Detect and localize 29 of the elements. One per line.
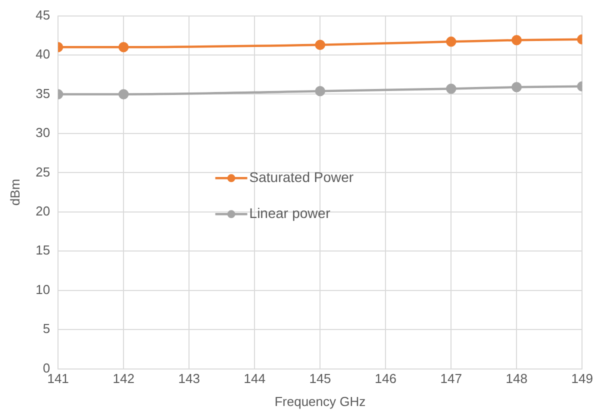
y-tick-label: 25: [36, 164, 50, 180]
point: [314, 40, 326, 50]
y-tick-label: 10: [36, 282, 50, 297]
x-tick-label: 144: [244, 371, 266, 386]
legend-label: Linear power: [249, 205, 331, 222]
y-tick-label: 45: [36, 7, 50, 22]
y-axis-title: dBm: [7, 178, 22, 206]
x-tick-label: 145: [309, 371, 331, 386]
x-tick-label: 147: [440, 371, 462, 386]
point: [512, 34, 522, 46]
y-tick-label: 30: [36, 125, 50, 140]
point: [446, 36, 456, 47]
point: [118, 89, 129, 100]
y-tick-label: 5: [42, 321, 50, 336]
x-tick-label: 143: [178, 371, 200, 386]
y-tick-label: 35: [36, 86, 50, 101]
y-tick-label: 15: [36, 242, 50, 258]
x-tick-label: 149: [571, 371, 594, 386]
x-tick-label: 142: [112, 371, 134, 386]
point: [512, 82, 522, 92]
point: [314, 86, 326, 96]
point: [446, 84, 456, 94]
x-tick-label: 146: [374, 371, 396, 386]
legend-label: Saturated Power: [249, 169, 354, 186]
x-tick-label: 148: [506, 371, 528, 386]
point: [118, 42, 129, 52]
x-axis-title: Frequency GHz: [274, 394, 366, 409]
y-tick-label: 20: [36, 203, 50, 218]
y-tick-label: 40: [36, 46, 50, 62]
